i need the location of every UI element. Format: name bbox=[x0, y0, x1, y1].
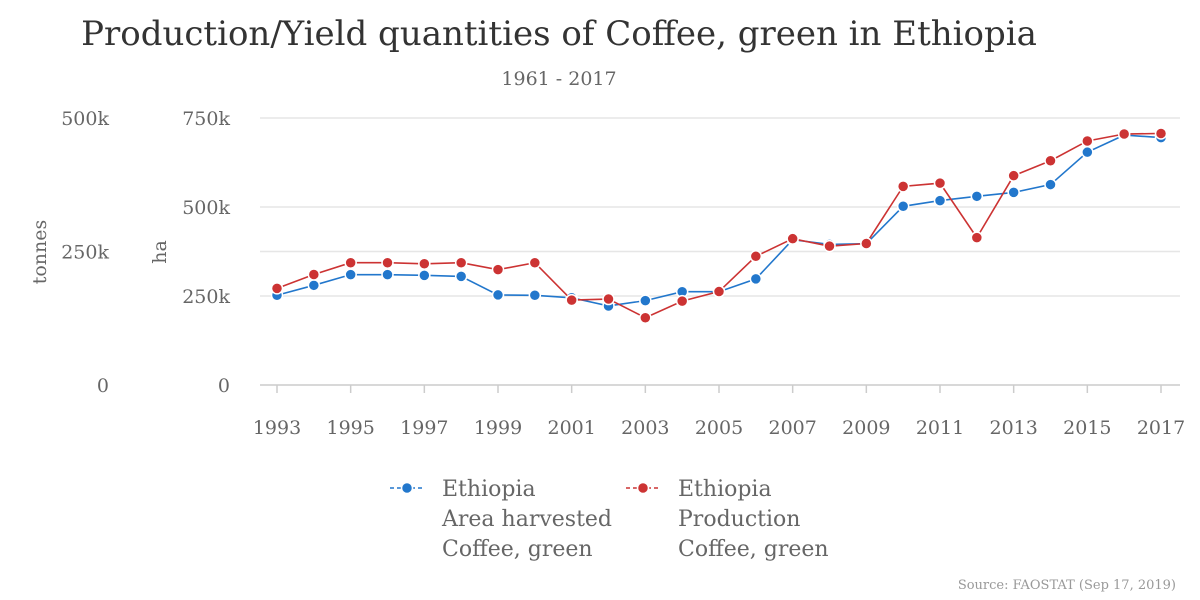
x-tick-label: 2015 bbox=[1063, 417, 1111, 439]
x-tick-label: 2005 bbox=[695, 417, 743, 439]
data-point-area bbox=[454, 270, 468, 283]
data-point-production bbox=[1044, 154, 1057, 167]
data-point-area bbox=[933, 194, 947, 207]
right-tick-label: 250k bbox=[182, 286, 230, 308]
data-point-area bbox=[491, 288, 505, 302]
right-tick-label: 750k bbox=[182, 108, 230, 130]
data-point-production bbox=[454, 256, 468, 269]
data-point-production bbox=[1081, 134, 1094, 148]
data-point-production bbox=[786, 232, 799, 245]
x-tick-label: 2011 bbox=[916, 417, 964, 439]
right-axis-title: ha bbox=[149, 240, 171, 264]
left-tick-label: 500k bbox=[61, 108, 109, 130]
x-tick-label: 2003 bbox=[621, 417, 669, 439]
x-tick-label: 2013 bbox=[989, 417, 1037, 439]
left-axis-title: tonnes bbox=[29, 220, 51, 285]
data-point-production bbox=[418, 257, 431, 271]
legend-label-production[interactable]: Coffee, green bbox=[678, 537, 829, 562]
data-point-area bbox=[749, 272, 763, 286]
data-point-area bbox=[896, 200, 910, 213]
series-layer bbox=[270, 127, 1168, 324]
x-tick-label: 2001 bbox=[547, 417, 595, 439]
data-point-production bbox=[639, 311, 652, 324]
data-point-production bbox=[970, 231, 984, 244]
data-point-production bbox=[565, 293, 578, 307]
right-tick-label: 500k bbox=[182, 197, 230, 219]
left-tick-label: 250k bbox=[61, 242, 109, 264]
chart-subtitle: 1961 - 2017 bbox=[501, 68, 617, 90]
x-tick-label: 1997 bbox=[400, 417, 448, 439]
data-point-production bbox=[491, 263, 505, 276]
series-line-area bbox=[276, 134, 1162, 307]
x-axis: 1993 1995 1997 1999 2001 2003 2005 2007 2009 2011… bbox=[253, 385, 1185, 439]
data-point-production bbox=[860, 237, 873, 250]
data-point-production bbox=[270, 282, 284, 295]
legend-symbol-marker[interactable] bbox=[400, 481, 414, 495]
data-point-production bbox=[1154, 127, 1168, 140]
y-axes: 0 250k 500k 0 250k 500k 750k bbox=[61, 108, 230, 397]
data-point-production bbox=[528, 256, 542, 269]
legend-label-area[interactable]: Area harvested bbox=[441, 507, 612, 532]
right-tick-label: 0 bbox=[218, 375, 230, 397]
data-point-area bbox=[1044, 178, 1057, 191]
data-point-production bbox=[896, 180, 910, 193]
data-point-area bbox=[528, 289, 542, 302]
data-point-production bbox=[675, 294, 689, 308]
legend-label-production[interactable]: Production bbox=[678, 507, 800, 532]
data-point-production bbox=[712, 285, 726, 298]
x-tick-label: 1993 bbox=[253, 417, 301, 439]
data-point-production bbox=[933, 176, 947, 190]
data-point-area bbox=[418, 269, 431, 282]
left-tick-label: 0 bbox=[97, 375, 109, 397]
legend-label-production[interactable]: Ethiopia bbox=[678, 477, 772, 502]
data-point-production bbox=[381, 256, 394, 269]
x-tick-label: 2017 bbox=[1137, 417, 1185, 439]
x-tick-label: 1999 bbox=[474, 417, 522, 439]
legend-label-area[interactable]: Ethiopia bbox=[442, 477, 536, 502]
data-point-production bbox=[344, 256, 357, 269]
data-point-area bbox=[639, 294, 652, 307]
source-note: Source: FAOSTAT (Sep 17, 2019) bbox=[958, 578, 1176, 593]
data-point-area bbox=[344, 268, 357, 281]
x-tick-label: 1995 bbox=[326, 417, 374, 439]
legend-symbol-marker[interactable] bbox=[636, 481, 650, 495]
data-point-area bbox=[970, 190, 984, 203]
data-point-area bbox=[1081, 145, 1094, 159]
data-point-production bbox=[307, 268, 321, 281]
data-point-area bbox=[381, 268, 394, 281]
data-point-production bbox=[749, 250, 763, 263]
chart-title: Production/Yield quantities of Coffee, g… bbox=[81, 14, 1037, 54]
data-point-area bbox=[1007, 186, 1020, 199]
x-tick-label: 2009 bbox=[842, 417, 890, 439]
data-point-area bbox=[307, 279, 321, 292]
legend-label-area[interactable]: Coffee, green bbox=[442, 537, 593, 562]
legend: Ethiopia Area harvested Coffee, green Ethio… bbox=[390, 477, 829, 562]
data-point-production bbox=[1007, 169, 1020, 182]
data-point-production bbox=[823, 239, 836, 253]
data-point-production bbox=[1117, 127, 1131, 141]
gridlines bbox=[260, 117, 1180, 386]
data-point-production bbox=[602, 292, 615, 306]
x-tick-label: 2007 bbox=[768, 417, 816, 439]
